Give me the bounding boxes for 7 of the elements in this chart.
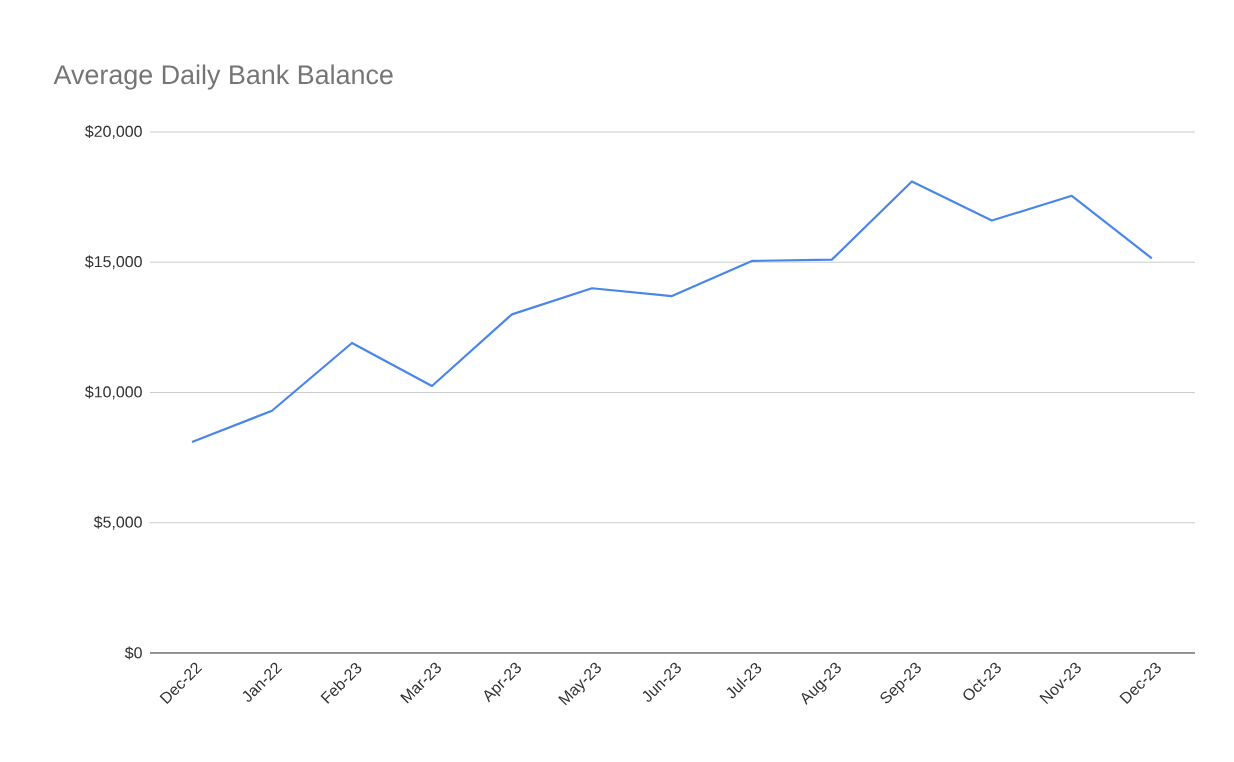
line-series	[190, 180, 1153, 444]
y-tick-label: $20,000	[85, 125, 142, 139]
y-tick-label: $5,000	[93, 515, 142, 530]
chart-title: Average Daily Bank Balance	[53, 64, 393, 90]
y-tick-label: $0	[124, 646, 142, 660]
y-tick-label: $15,000	[85, 255, 142, 270]
y-tick-label: $10,000	[85, 385, 142, 400]
